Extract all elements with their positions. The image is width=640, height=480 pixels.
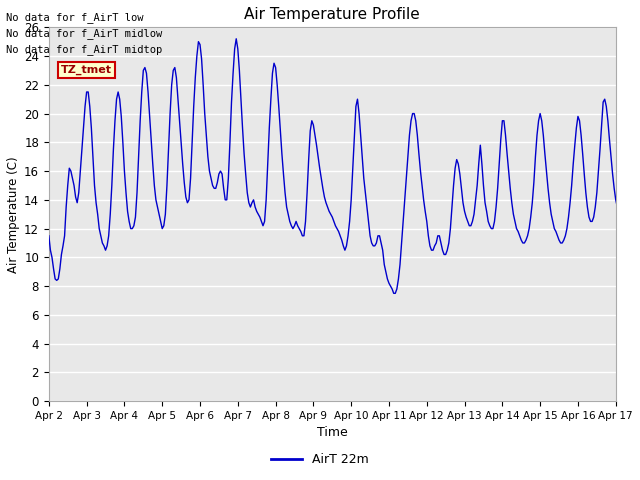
Y-axis label: Air Temperature (C): Air Temperature (C) (7, 156, 20, 273)
X-axis label: Time: Time (317, 426, 348, 440)
Text: No data for f_AirT midtop: No data for f_AirT midtop (6, 44, 163, 55)
Text: No data for f_AirT midlow: No data for f_AirT midlow (6, 28, 163, 39)
Text: TZ_tmet: TZ_tmet (61, 65, 112, 75)
Legend: AirT 22m: AirT 22m (266, 448, 374, 471)
Title: Air Temperature Profile: Air Temperature Profile (244, 7, 420, 22)
Text: No data for f_AirT low: No data for f_AirT low (6, 12, 144, 23)
